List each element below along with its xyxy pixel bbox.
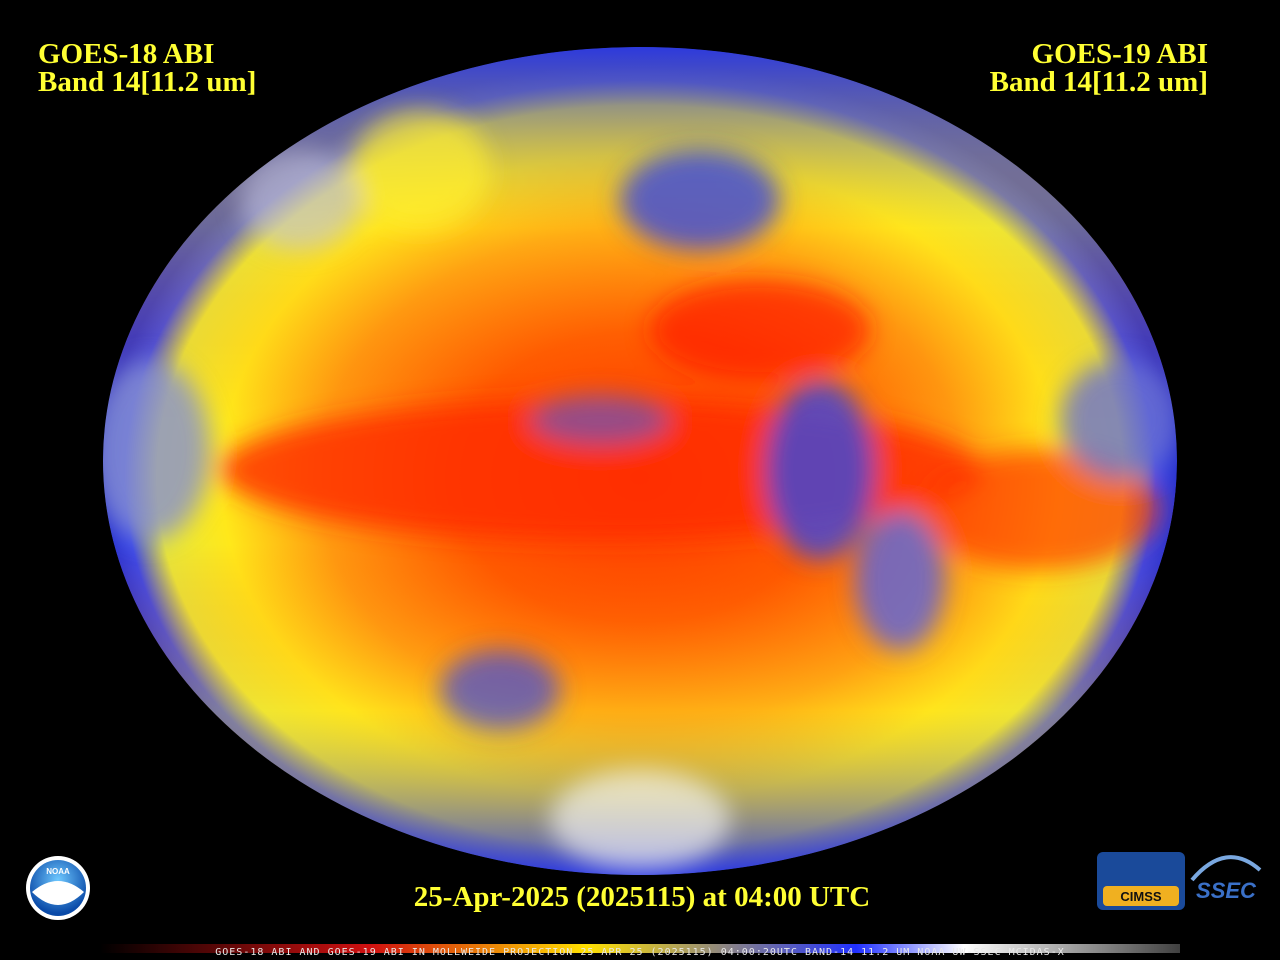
right-title: GOES-19 ABI [1032,38,1208,70]
ssec-label: SSEC [1196,878,1257,903]
timestamp: 25-Apr-2025 (2025115) at 04:00 UTC [414,881,870,913]
left-title: GOES-18 ABI [38,38,214,70]
noaa-logo: NOAA [26,856,90,920]
color-bar [100,944,1180,953]
globe [103,47,1177,875]
footer-caption: GOES-18 ABI AND GOES-19 ABI IN MOLLWEIDE… [215,947,1064,958]
cimss-label: CIMSS [1120,889,1162,904]
left-band: Band 14[11.2 um] [38,66,256,98]
ssec-logo: SSEC [1190,855,1262,903]
cimss-logo: CIMSS [1097,852,1185,910]
right-band: Band 14[11.2 um] [990,66,1208,98]
noaa-label: NOAA [46,867,70,876]
